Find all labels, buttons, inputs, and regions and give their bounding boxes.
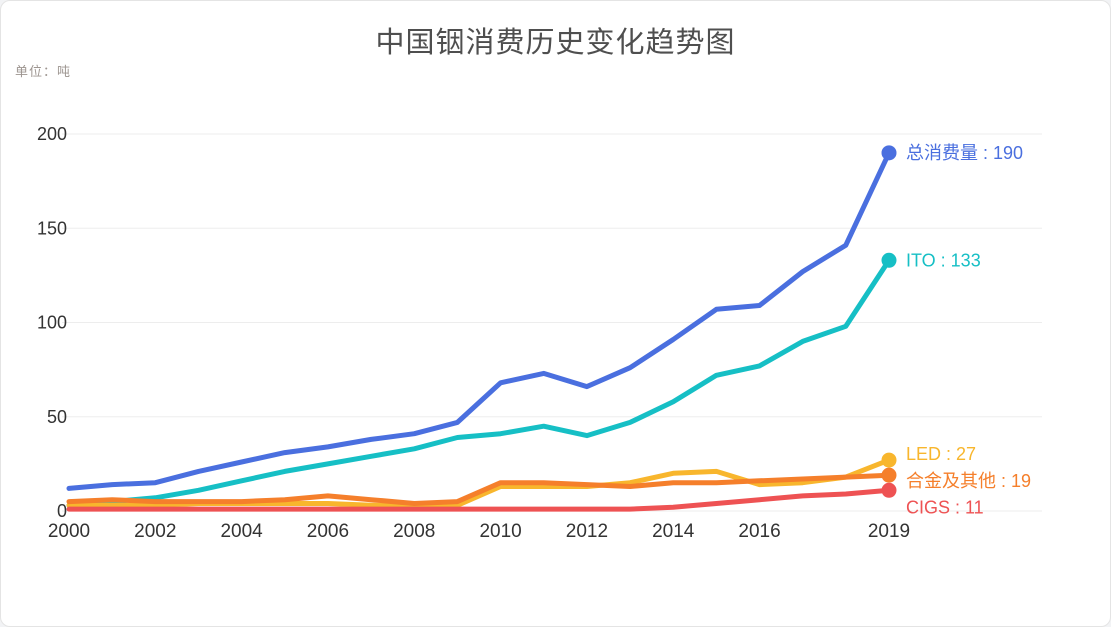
y-tick-label: 50 bbox=[47, 407, 67, 427]
series-line-ito bbox=[66, 257, 892, 508]
x-tick-label: 2006 bbox=[307, 521, 349, 542]
x-tick-label: 2010 bbox=[479, 521, 521, 542]
y-tick-label: 150 bbox=[37, 218, 67, 238]
series-line-alloy bbox=[66, 472, 892, 506]
series-end-cigs: CIGS : 11 bbox=[881, 482, 984, 517]
series-line-cigs bbox=[66, 487, 892, 512]
y-tick-label: 0 bbox=[57, 501, 67, 521]
series-endpoint-cigs bbox=[881, 482, 897, 498]
unit-label: 单位：吨 bbox=[15, 64, 72, 79]
x-tick-label: 2002 bbox=[134, 521, 176, 542]
series-endpoint-ito bbox=[881, 252, 897, 268]
series-alloy bbox=[66, 472, 892, 506]
series-endpoint-alloy bbox=[881, 467, 897, 483]
chart-title: 中国铟消费历史变化趋势图 bbox=[375, 27, 736, 59]
series-endpoint-total bbox=[881, 145, 897, 161]
y-axis-labels: 0 50 100 150 200 bbox=[37, 124, 67, 521]
series-line-total bbox=[66, 150, 892, 491]
y-tick-label: 200 bbox=[37, 124, 67, 144]
series-end-led: LED : 27 bbox=[881, 444, 976, 468]
series-total bbox=[66, 150, 892, 491]
x-tick-label: 2016 bbox=[738, 521, 780, 542]
series-label-led: LED : 27 bbox=[906, 444, 976, 464]
series-label-cigs: CIGS : 11 bbox=[906, 497, 984, 517]
y-tick-label: 100 bbox=[37, 313, 67, 333]
series-ito bbox=[66, 257, 892, 508]
series-cigs bbox=[66, 487, 892, 512]
gridlines bbox=[62, 133, 1042, 512]
x-tick-label: 2019 bbox=[868, 521, 910, 542]
series-end-ito: ITO : 133 bbox=[881, 250, 981, 270]
x-tick-label: 2000 bbox=[48, 521, 90, 542]
series-endpoint-led bbox=[881, 452, 897, 468]
x-tick-label: 2008 bbox=[393, 521, 435, 542]
series-end-alloy: 合金及其他 : 19 bbox=[881, 467, 1031, 491]
series-label-ito: ITO : 133 bbox=[906, 250, 981, 270]
series-end-total: 总消费量 : 190 bbox=[881, 143, 1023, 163]
x-tick-label: 2004 bbox=[220, 521, 263, 542]
series-label-total: 总消费量 : 190 bbox=[906, 143, 1023, 163]
series-label-alloy: 合金及其他 : 19 bbox=[906, 471, 1031, 491]
x-tick-label: 2012 bbox=[566, 521, 608, 542]
x-tick-label: 2014 bbox=[652, 521, 695, 542]
x-axis-labels: 2000 2002 2004 2006 2008 2010 2012 2014 2016 2019 bbox=[48, 521, 910, 542]
